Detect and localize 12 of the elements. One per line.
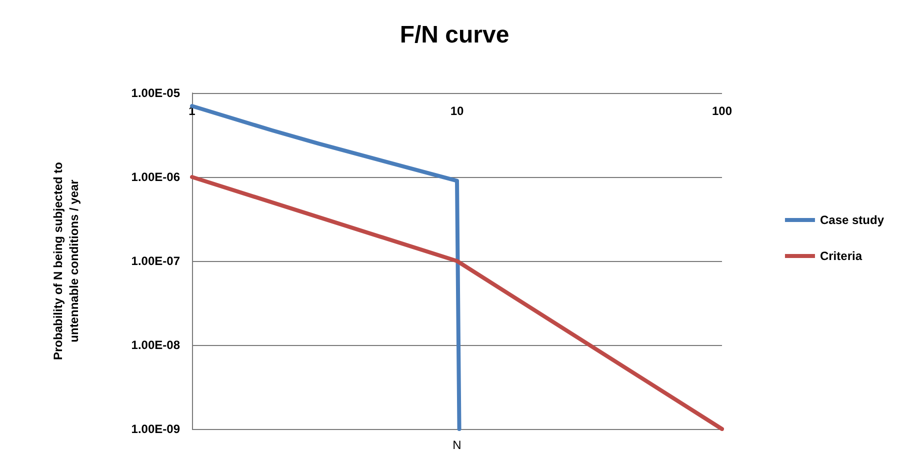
- y-tick-label: 1.00E-05: [131, 86, 180, 100]
- x-tick-label: 10: [450, 104, 464, 118]
- chart-title: F/N curve: [400, 22, 510, 48]
- y-tick-label: 1.00E-06: [131, 170, 180, 184]
- y-tick-label: 1.00E-07: [131, 254, 180, 268]
- legend-label: Case study: [820, 213, 884, 227]
- x-axis-title: N: [452, 438, 462, 452]
- legend-label: Criteria: [820, 249, 862, 263]
- x-tick-label: 100: [712, 104, 732, 118]
- y-tick-label: 1.00E-08: [131, 338, 180, 352]
- y-tick-label: 1.00E-09: [131, 422, 180, 436]
- y-axis-title: Probability of N being subjected to untennable conditions / year: [51, 162, 81, 360]
